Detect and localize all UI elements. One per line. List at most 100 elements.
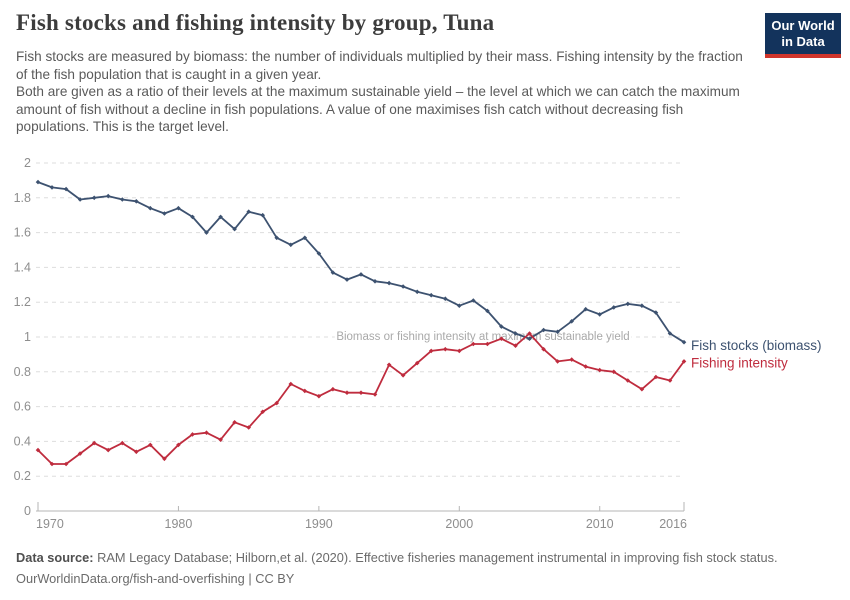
data-point-marker	[204, 430, 209, 435]
data-point-marker	[288, 242, 294, 248]
data-point-marker	[232, 420, 237, 425]
chart-subtitle: Fish stocks are measured by biomass: the…	[16, 48, 753, 136]
data-point-marker	[134, 199, 139, 204]
y-tick-label: 0	[24, 504, 31, 518]
subtitle-paragraph-1: Fish stocks are measured by biomass: the…	[16, 49, 743, 82]
data-source-line: Data source: RAM Legacy Database; Hilbor…	[16, 547, 778, 568]
data-point-marker	[667, 378, 673, 383]
data-point-marker	[625, 301, 631, 307]
y-tick-label: 0.2	[14, 469, 31, 483]
data-point-marker	[372, 279, 378, 284]
data-point-marker	[148, 205, 153, 211]
data-point-marker	[63, 186, 69, 192]
data-point-marker	[176, 442, 181, 448]
data-point-marker	[246, 209, 251, 214]
data-point-marker	[597, 367, 602, 373]
data-point-marker	[274, 400, 279, 406]
data-point-marker	[232, 226, 237, 232]
data-point-marker	[555, 329, 560, 335]
data-point-marker	[372, 392, 378, 397]
data-point-marker	[611, 369, 617, 375]
data-point-marker	[457, 303, 462, 308]
data-point-marker	[597, 312, 602, 317]
data-point-marker	[162, 211, 167, 216]
data-point-marker	[639, 303, 645, 308]
data-point-marker	[120, 440, 125, 446]
footer-link[interactable]: OurWorldinData.org/fish-and-overfishing …	[16, 571, 295, 586]
data-point-marker	[274, 235, 279, 241]
page-title: Fish stocks and fishing intensity by gro…	[16, 10, 495, 35]
series-line-fishing-intensity	[37, 332, 685, 465]
footer: Data source: RAM Legacy Database; Hilbor…	[16, 547, 778, 589]
data-point-marker	[358, 390, 364, 395]
data-point-marker	[91, 195, 97, 201]
owid-logo[interactable]: Our World in Data	[765, 13, 841, 58]
data-point-marker	[667, 331, 673, 336]
data-point-marker	[541, 327, 546, 333]
data-point-marker	[134, 449, 139, 455]
data-point-marker	[358, 272, 364, 277]
x-tick-label: 2010	[586, 517, 614, 531]
data-point-marker	[105, 193, 111, 199]
data-point-marker	[316, 251, 322, 256]
data-point-marker	[148, 442, 153, 448]
msy-annotation: Biomass or fishing intensity at maximum …	[336, 331, 629, 343]
data-point-marker	[443, 296, 448, 301]
data-point-marker	[414, 360, 420, 366]
owid-logo-line2: in Data	[781, 34, 825, 49]
data-point-marker	[499, 324, 504, 329]
data-point-marker	[288, 381, 294, 387]
y-tick-label: 1.8	[14, 191, 31, 205]
y-tick-label: 1.2	[14, 295, 31, 309]
data-point-marker	[302, 235, 308, 241]
x-tick-label: 2016	[659, 517, 687, 531]
x-tick-label: 1990	[305, 517, 333, 531]
data-point-marker	[625, 378, 631, 383]
data-point-marker	[386, 280, 392, 286]
data-point-marker	[471, 341, 476, 347]
data-point-marker	[569, 357, 574, 362]
data-point-marker	[190, 432, 195, 437]
data-point-marker	[653, 374, 659, 380]
data-point-marker	[414, 289, 420, 295]
data-point-marker	[611, 305, 617, 310]
data-point-marker	[555, 359, 560, 364]
data-point-marker	[218, 437, 223, 442]
y-tick-label: 2	[24, 156, 31, 170]
data-point-marker	[190, 214, 195, 220]
data-point-marker	[513, 343, 518, 348]
data-point-marker	[35, 179, 41, 185]
x-tick-label: 1970	[36, 517, 64, 531]
y-tick-label: 0.8	[14, 365, 31, 379]
owid-logo-line1: Our World	[771, 18, 835, 33]
data-point-marker	[513, 331, 518, 336]
data-point-marker	[681, 339, 687, 345]
subtitle-paragraph-2: Both are given as a ratio of their level…	[16, 84, 740, 135]
series-label-fish-stocks: Fish stocks (biomass)	[691, 338, 822, 353]
data-point-marker	[541, 346, 546, 352]
data-point-marker	[330, 270, 336, 275]
data-point-marker	[91, 440, 97, 446]
data-point-marker	[330, 386, 336, 392]
y-tick-label: 1	[24, 330, 31, 344]
data-point-marker	[316, 393, 322, 399]
data-point-marker	[344, 277, 350, 282]
data-point-marker	[443, 346, 448, 352]
data-point-marker	[218, 214, 223, 220]
data-point-marker	[583, 306, 588, 312]
data-source-text: RAM Legacy Database; Hilborn,et al. (202…	[93, 550, 778, 565]
data-point-marker	[485, 341, 490, 347]
data-point-marker	[77, 197, 83, 202]
data-point-marker	[527, 336, 532, 341]
chart-header: Fish stocks and fishing intensity by gro…	[16, 10, 756, 136]
y-tick-label: 1.6	[14, 226, 31, 240]
data-point-marker	[246, 425, 251, 430]
data-point-marker	[260, 212, 265, 218]
data-point-marker	[428, 292, 434, 298]
data-point-marker	[499, 336, 504, 341]
data-point-marker	[386, 362, 392, 368]
data-point-marker	[471, 298, 476, 303]
data-point-marker	[457, 348, 462, 354]
data-point-marker	[400, 284, 406, 289]
